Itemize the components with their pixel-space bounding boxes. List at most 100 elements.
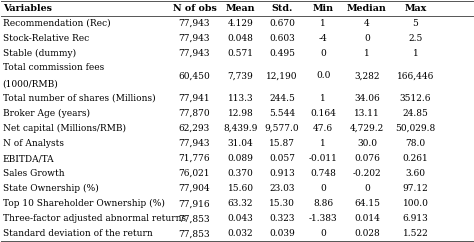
Text: N of Analysts: N of Analysts — [2, 139, 64, 148]
Text: Std.: Std. — [271, 4, 292, 13]
Text: 8.86: 8.86 — [313, 199, 333, 208]
Text: 1: 1 — [320, 94, 326, 103]
Text: 77,941: 77,941 — [179, 94, 210, 103]
Text: N of obs: N of obs — [173, 4, 217, 13]
Text: 1: 1 — [320, 139, 326, 148]
Text: 15.87: 15.87 — [269, 139, 295, 148]
Text: -4: -4 — [319, 34, 328, 43]
Text: Variables: Variables — [2, 4, 52, 13]
Text: Recommendation (Rec): Recommendation (Rec) — [2, 19, 110, 28]
Text: 3,282: 3,282 — [354, 71, 380, 80]
Text: (1000/RMB): (1000/RMB) — [2, 80, 58, 89]
Text: 77,943: 77,943 — [179, 34, 210, 43]
Text: Total number of shares (Millions): Total number of shares (Millions) — [2, 94, 155, 103]
Text: 23.03: 23.03 — [269, 184, 295, 193]
Text: 5: 5 — [412, 19, 419, 28]
Text: Stable (dummy): Stable (dummy) — [2, 49, 76, 58]
Text: 4: 4 — [364, 19, 370, 28]
Text: 47.6: 47.6 — [313, 124, 333, 133]
Text: 0.913: 0.913 — [269, 169, 295, 178]
Text: 31.04: 31.04 — [228, 139, 254, 148]
Text: 71,776: 71,776 — [179, 154, 210, 163]
Text: 13.11: 13.11 — [354, 109, 380, 118]
Text: 97.12: 97.12 — [402, 184, 428, 193]
Text: 0: 0 — [320, 49, 326, 58]
Text: Max: Max — [404, 4, 427, 13]
Text: Three-factor adjusted abnormal returns: Three-factor adjusted abnormal returns — [2, 214, 186, 223]
Text: Broker Age (years): Broker Age (years) — [2, 109, 90, 118]
Text: 0.670: 0.670 — [269, 19, 295, 28]
Text: 9,577.0: 9,577.0 — [264, 124, 299, 133]
Text: 0.014: 0.014 — [354, 214, 380, 223]
Text: 0.048: 0.048 — [228, 34, 254, 43]
Text: 77,870: 77,870 — [179, 109, 210, 118]
Text: 30.0: 30.0 — [357, 139, 377, 148]
Text: 15.30: 15.30 — [269, 199, 295, 208]
Text: EBITDA/TA: EBITDA/TA — [2, 154, 54, 163]
Text: 6.913: 6.913 — [402, 214, 428, 223]
Text: 0: 0 — [364, 184, 370, 193]
Text: 63.32: 63.32 — [228, 199, 253, 208]
Text: 1.522: 1.522 — [402, 229, 428, 238]
Text: -1.383: -1.383 — [309, 214, 337, 223]
Text: 0.323: 0.323 — [269, 214, 295, 223]
Text: 0: 0 — [320, 229, 326, 238]
Text: 60,450: 60,450 — [179, 71, 210, 80]
Text: 3512.6: 3512.6 — [400, 94, 431, 103]
Text: 77,943: 77,943 — [179, 139, 210, 148]
Text: Min: Min — [313, 4, 334, 13]
Text: Top 10 Shareholder Ownership (%): Top 10 Shareholder Ownership (%) — [2, 199, 164, 208]
Text: 77,943: 77,943 — [179, 49, 210, 58]
Text: 113.3: 113.3 — [228, 94, 254, 103]
Text: 166,446: 166,446 — [397, 71, 434, 80]
Text: Sales Growth: Sales Growth — [2, 169, 64, 178]
Text: Standard deviation of the return: Standard deviation of the return — [2, 229, 152, 238]
Text: 12.98: 12.98 — [228, 109, 254, 118]
Text: 2.5: 2.5 — [408, 34, 423, 43]
Text: -0.202: -0.202 — [353, 169, 381, 178]
Text: 5.544: 5.544 — [269, 109, 295, 118]
Text: 3.60: 3.60 — [405, 169, 425, 178]
Text: -0.011: -0.011 — [309, 154, 337, 163]
Text: 100.0: 100.0 — [402, 199, 428, 208]
Text: Net capital (Millions/RMB): Net capital (Millions/RMB) — [2, 124, 126, 133]
Text: Mean: Mean — [226, 4, 255, 13]
Text: 0.032: 0.032 — [228, 229, 254, 238]
Text: 62,293: 62,293 — [179, 124, 210, 133]
Text: Stock-Relative Rec: Stock-Relative Rec — [2, 34, 89, 43]
Text: 1: 1 — [320, 19, 326, 28]
Text: 12,190: 12,190 — [266, 71, 298, 80]
Text: 1: 1 — [364, 49, 370, 58]
Text: 0.748: 0.748 — [310, 169, 336, 178]
Text: 0.039: 0.039 — [269, 229, 295, 238]
Text: 77,853: 77,853 — [179, 229, 210, 238]
Text: 0: 0 — [320, 184, 326, 193]
Text: 64.15: 64.15 — [354, 199, 380, 208]
Text: 244.5: 244.5 — [269, 94, 295, 103]
Text: 0.043: 0.043 — [228, 214, 254, 223]
Text: 0.261: 0.261 — [402, 154, 428, 163]
Text: 0.076: 0.076 — [354, 154, 380, 163]
Text: 4.129: 4.129 — [228, 19, 254, 28]
Text: 0.603: 0.603 — [269, 34, 295, 43]
Text: 77,916: 77,916 — [179, 199, 210, 208]
Text: 15.60: 15.60 — [228, 184, 254, 193]
Text: 4,729.2: 4,729.2 — [350, 124, 384, 133]
Text: 50,029.8: 50,029.8 — [395, 124, 436, 133]
Text: 0.164: 0.164 — [310, 109, 336, 118]
Text: 0.571: 0.571 — [228, 49, 254, 58]
Text: 0.0: 0.0 — [316, 71, 330, 80]
Text: 0.370: 0.370 — [228, 169, 254, 178]
Text: 78.0: 78.0 — [405, 139, 426, 148]
Text: Total commission fees: Total commission fees — [2, 63, 104, 72]
Text: 34.06: 34.06 — [354, 94, 380, 103]
Text: 77,904: 77,904 — [179, 184, 210, 193]
Text: 0: 0 — [364, 34, 370, 43]
Text: 8,439.9: 8,439.9 — [223, 124, 258, 133]
Text: 24.85: 24.85 — [402, 109, 428, 118]
Text: 1: 1 — [412, 49, 418, 58]
Text: 0.089: 0.089 — [228, 154, 254, 163]
Text: 0.028: 0.028 — [354, 229, 380, 238]
Text: 76,021: 76,021 — [179, 169, 210, 178]
Text: State Ownership (%): State Ownership (%) — [2, 184, 98, 193]
